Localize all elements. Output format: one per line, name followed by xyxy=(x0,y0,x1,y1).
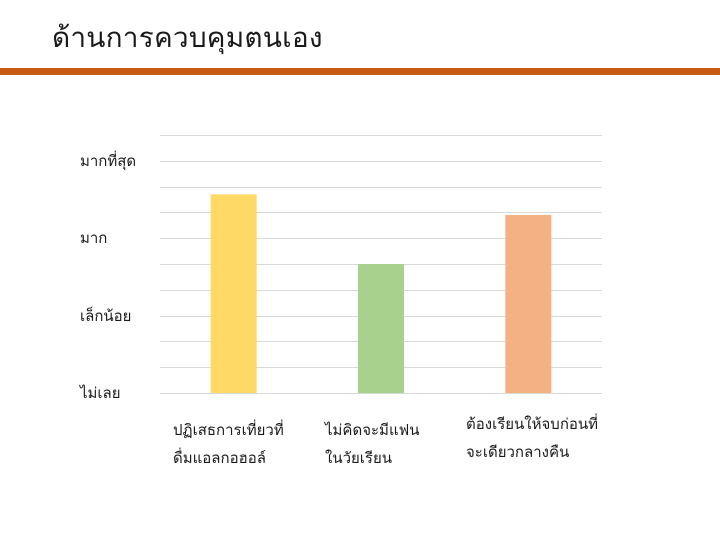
bar-2 xyxy=(358,264,404,393)
bar-3 xyxy=(505,214,552,393)
y-tick-label: ไม่เลย xyxy=(80,384,121,402)
x-category-label-line: ปฏิเสธการเที่ยวที่ xyxy=(173,421,284,439)
y-tick-label: เล็กน้อย xyxy=(80,306,132,325)
x-category-label-line: จะเดียวกลางคืน xyxy=(466,443,570,461)
chart-bars xyxy=(210,194,552,393)
slide-title: ด้านการควบคุมตนเอง xyxy=(52,21,323,54)
x-category-label-line: ต้องเรียนให้จบก่อนที่ xyxy=(466,415,599,433)
y-tick-label: มากที่สุด xyxy=(80,151,137,170)
title-divider xyxy=(0,68,720,75)
x-category-label: ไม่คิดจะมีแฟนในวัยเรียน xyxy=(325,416,419,472)
x-category-label: ปฏิเสธการเที่ยวที่ดื่มแอลกอฮอล์ xyxy=(173,416,284,472)
y-tick-label: มาก xyxy=(80,229,108,248)
x-category-label-line: ในวัยเรียน xyxy=(325,449,393,467)
x-category-label-line: ดื่มแอลกอฮอล์ xyxy=(173,449,266,467)
x-category-label-line: ไม่คิดจะมีแฟน xyxy=(325,421,420,439)
bar-1 xyxy=(210,194,257,393)
x-category-label: ต้องเรียนให้จบก่อนที่จะเดียวกลางคืน xyxy=(466,410,598,466)
